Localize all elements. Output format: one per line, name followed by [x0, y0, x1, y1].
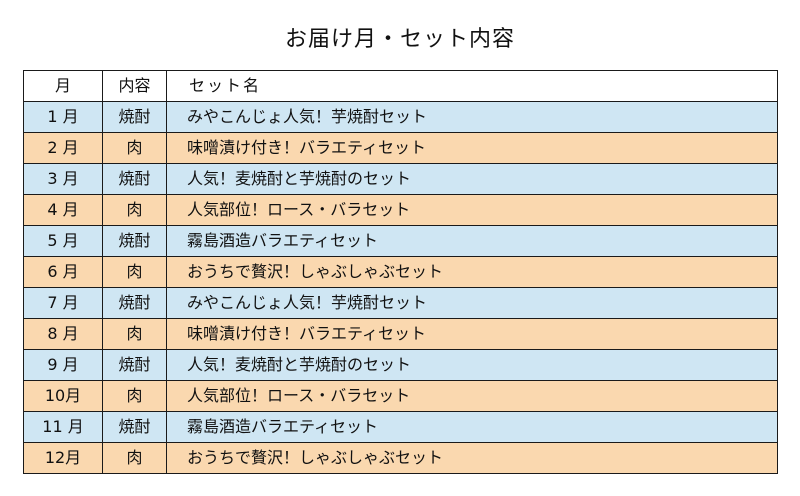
row-set-name: みやこんじょ人気！芋焼酎セット	[166, 101, 778, 133]
row-set-name: 霧島酒造バラエティセット	[166, 411, 778, 443]
row-set-name: みやこんじょ人気！芋焼酎セット	[166, 287, 778, 319]
row-month: 3 月	[23, 163, 103, 195]
table-row: 5 月 焼酎 霧島酒造バラエティセット	[23, 225, 778, 257]
row-kind: 肉	[102, 318, 167, 350]
table-header: 月 内容 セット名	[23, 70, 778, 102]
table-row: 11 月 焼酎 霧島酒造バラエティセット	[23, 411, 778, 443]
row-month: 11 月	[23, 411, 103, 443]
table-row: 6 月 肉 おうちで贅沢！しゃぶしゃぶセット	[23, 256, 778, 288]
header-set-name: セット名	[166, 70, 778, 102]
row-kind: 焼酎	[102, 411, 167, 443]
row-month: 1 月	[23, 101, 103, 133]
row-kind: 肉	[102, 132, 167, 164]
row-set-name: 人気部位！ロース・バラセット	[166, 194, 778, 226]
page-title: お届け月・セット内容	[284, 27, 515, 52]
row-month: 9 月	[23, 349, 103, 381]
table-row: 2 月 肉 味噌漬け付き！バラエティセット	[23, 132, 778, 164]
row-kind: 肉	[102, 442, 167, 474]
header-row: 月 内容 セット名	[23, 70, 778, 102]
row-set-name: 人気部位！ロース・バラセット	[166, 380, 778, 412]
row-set-name: 味噌漬け付き！バラエティセット	[166, 132, 778, 164]
table-row: 7 月 焼酎 みやこんじょ人気！芋焼酎セット	[23, 287, 778, 319]
delivery-schedule-table: 月 内容 セット名 1 月 焼酎 みやこんじょ人気！芋焼酎セット 2 月 肉 味…	[23, 70, 778, 474]
row-month: 7 月	[23, 287, 103, 319]
row-month: 6 月	[23, 256, 103, 288]
row-set-name: おうちで贅沢！しゃぶしゃぶセット	[166, 442, 778, 474]
row-month: 4 月	[23, 194, 103, 226]
table-body: 1 月 焼酎 みやこんじょ人気！芋焼酎セット 2 月 肉 味噌漬け付き！バラエテ…	[23, 101, 778, 474]
table-row: 1 月 焼酎 みやこんじょ人気！芋焼酎セット	[23, 101, 778, 133]
row-set-name: 人気！麦焼酎と芋焼酎のセット	[166, 163, 778, 195]
table-row: 3 月 焼酎 人気！麦焼酎と芋焼酎のセット	[23, 163, 778, 195]
row-kind: 焼酎	[102, 349, 167, 381]
row-kind: 肉	[102, 380, 167, 412]
row-set-name: 霧島酒造バラエティセット	[166, 225, 778, 257]
row-kind: 肉	[102, 256, 167, 288]
header-kind: 内容	[102, 70, 167, 102]
row-month: 8 月	[23, 318, 103, 350]
row-kind: 肉	[102, 194, 167, 226]
row-month: 12月	[23, 442, 103, 474]
table-row: 10月 肉 人気部位！ロース・バラセット	[23, 380, 778, 412]
row-month: 2 月	[23, 132, 103, 164]
row-kind: 焼酎	[102, 101, 167, 133]
row-kind: 焼酎	[102, 225, 167, 257]
header-month: 月	[23, 70, 103, 102]
row-kind: 焼酎	[102, 163, 167, 195]
table-row: 4 月 肉 人気部位！ロース・バラセット	[23, 194, 778, 226]
row-set-name: 味噌漬け付き！バラエティセット	[166, 318, 778, 350]
table-row: 9 月 焼酎 人気！麦焼酎と芋焼酎のセット	[23, 349, 778, 381]
table-row: 12月 肉 おうちで贅沢！しゃぶしゃぶセット	[23, 442, 778, 474]
row-set-name: おうちで贅沢！しゃぶしゃぶセット	[166, 256, 778, 288]
row-month: 5 月	[23, 225, 103, 257]
table-row: 8 月 肉 味噌漬け付き！バラエティセット	[23, 318, 778, 350]
row-set-name: 人気！麦焼酎と芋焼酎のセット	[166, 349, 778, 381]
row-kind: 焼酎	[102, 287, 167, 319]
row-month: 10月	[23, 380, 103, 412]
